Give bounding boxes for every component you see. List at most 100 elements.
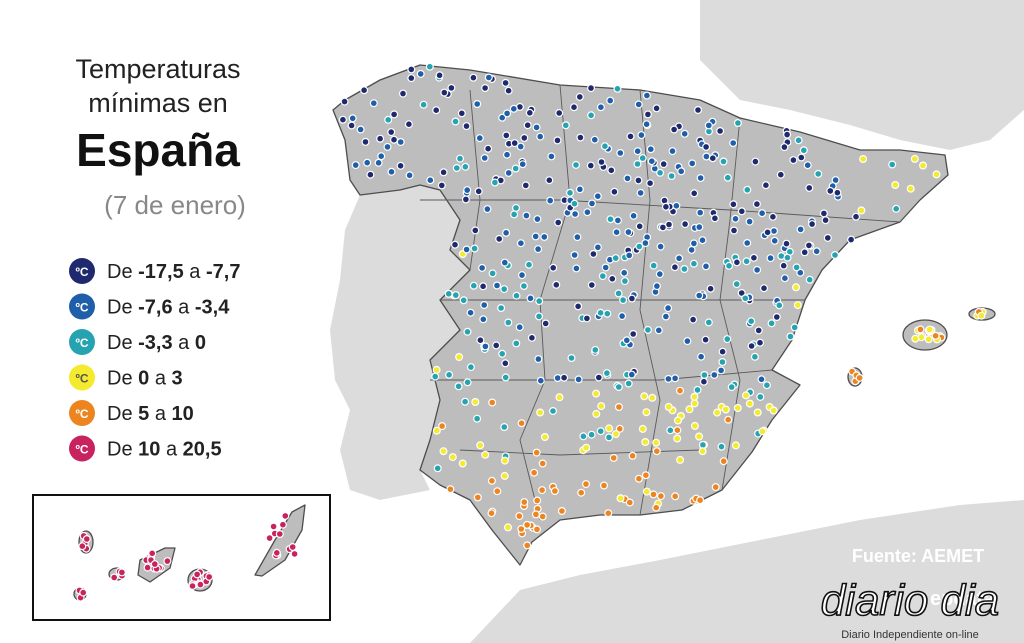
- station-dot: [648, 393, 657, 402]
- station-dot: [611, 430, 620, 439]
- station-dot: [796, 225, 805, 234]
- station-dot: [727, 383, 736, 392]
- station-dot: [664, 402, 673, 411]
- legend-item: ºC De 0 a 3: [69, 364, 183, 391]
- station-dot: [593, 192, 602, 201]
- station-dot: [515, 323, 524, 332]
- station-dot: [710, 370, 719, 379]
- station-dot: [532, 123, 541, 132]
- station-dot: [492, 341, 501, 350]
- station-dot: [500, 456, 509, 465]
- legend-unit: ºC: [75, 407, 88, 421]
- station-dot: [690, 421, 699, 430]
- station-dot: [772, 313, 781, 322]
- station-dot: [613, 84, 622, 93]
- station-dot: [493, 487, 502, 496]
- station-dot: [462, 122, 471, 131]
- station-dot: [78, 542, 87, 551]
- station-dot: [803, 161, 812, 170]
- station-dot: [830, 251, 839, 260]
- station-dot: [690, 189, 699, 198]
- station-dot: [677, 167, 686, 176]
- station-dot: [555, 393, 564, 402]
- station-dot: [752, 200, 761, 209]
- station-dot: [706, 284, 715, 293]
- station-dot: [620, 268, 629, 277]
- station-dot: [768, 212, 777, 221]
- station-dot: [673, 416, 682, 425]
- legend-join: a: [155, 403, 167, 425]
- station-dot: [597, 402, 606, 411]
- station-dot: [733, 118, 742, 127]
- station-dot: [743, 185, 752, 194]
- legend-item: ºC De -17,5 a -7,7: [69, 258, 240, 284]
- station-dot: [666, 426, 675, 435]
- station-dot: [571, 210, 580, 219]
- station-dot: [697, 352, 706, 361]
- station-dot: [641, 239, 650, 248]
- france: [700, 0, 1024, 150]
- station-dot: [457, 109, 466, 118]
- station-dot: [695, 432, 704, 441]
- station-dot: [451, 240, 460, 249]
- legend-to: 3: [172, 368, 183, 390]
- station-dot: [451, 117, 460, 126]
- station-dot: [685, 405, 694, 414]
- station-dot: [269, 522, 278, 531]
- station-dot: [573, 233, 582, 242]
- station-dot: [503, 150, 512, 159]
- station-dot: [476, 441, 485, 450]
- legend-prefix: De: [107, 261, 133, 283]
- station-dot: [702, 142, 711, 151]
- station-dot: [612, 228, 621, 237]
- station-dot: [540, 433, 549, 442]
- station-dot: [445, 370, 454, 379]
- station-dot: [520, 133, 529, 142]
- station-dot: [761, 181, 770, 190]
- station-dot: [530, 468, 539, 477]
- station-dot: [347, 121, 356, 130]
- station-dot: [620, 277, 629, 286]
- legend-to: -3,4: [195, 297, 230, 319]
- station-dot: [790, 323, 799, 332]
- station-dot: [576, 133, 585, 142]
- station-dot: [451, 291, 460, 300]
- station-dot: [924, 335, 933, 344]
- station-dot: [338, 115, 347, 124]
- legend-item: ºC De -7,6 a -3,4: [69, 293, 230, 320]
- station-dot: [448, 453, 457, 462]
- station-dot: [360, 86, 369, 95]
- station-dot: [575, 92, 584, 101]
- station-dot: [510, 210, 519, 219]
- station-dot: [647, 157, 656, 166]
- station-dot: [658, 223, 667, 232]
- station-dot: [649, 490, 658, 499]
- station-dot: [857, 206, 866, 215]
- legend-from: 0: [138, 368, 149, 390]
- station-dot: [642, 408, 651, 417]
- station-dot: [615, 424, 624, 433]
- station-dot: [745, 399, 754, 408]
- station-dot: [524, 260, 533, 269]
- station-dot: [545, 176, 554, 185]
- station-dot: [637, 131, 646, 140]
- station-dot: [729, 200, 738, 209]
- station-dot: [538, 486, 547, 495]
- station-dot: [541, 319, 550, 328]
- station-dot: [518, 160, 527, 169]
- station-dot: [463, 327, 472, 336]
- station-dot: [552, 280, 561, 289]
- station-dot: [548, 407, 557, 416]
- station-dot: [624, 379, 633, 388]
- station-dot: [699, 377, 708, 386]
- station-dot: [769, 227, 778, 236]
- station-dot: [652, 282, 661, 291]
- station-dot: [517, 271, 526, 280]
- legend-from: 10: [138, 439, 160, 461]
- station-dot: [708, 154, 717, 163]
- station-dot: [602, 369, 611, 378]
- station-dot: [721, 405, 730, 414]
- legend-join: a: [155, 368, 167, 390]
- station-dot: [598, 272, 607, 281]
- station-dot: [439, 168, 448, 177]
